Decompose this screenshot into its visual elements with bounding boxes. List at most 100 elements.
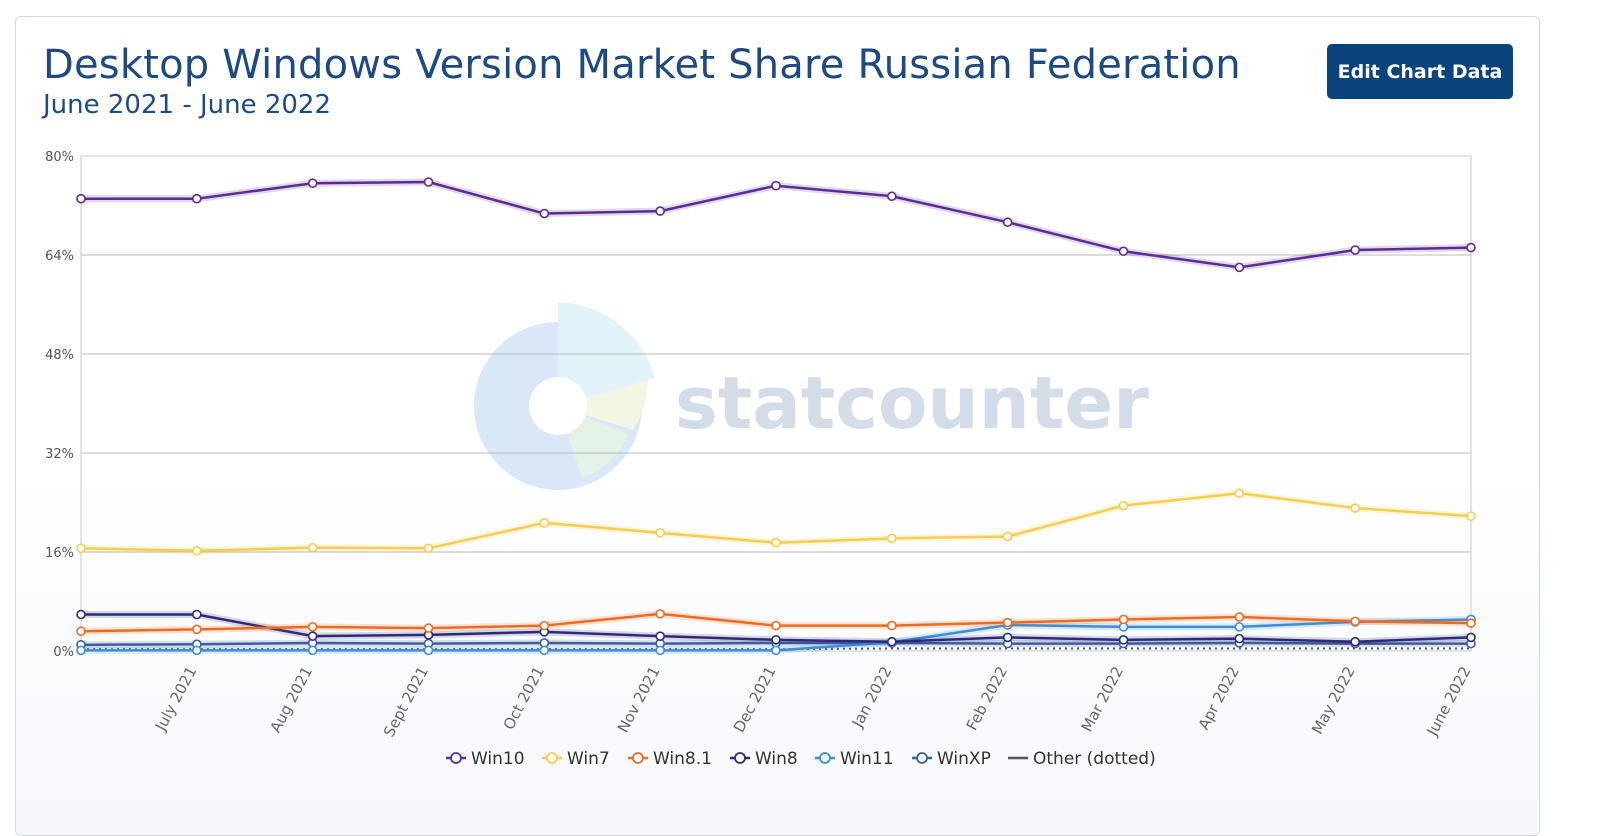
data-point[interactable]	[192, 193, 202, 204]
x-tick-label: Sept 2021	[380, 663, 432, 740]
legend-label: Win11	[840, 749, 894, 769]
data-point[interactable]	[1466, 618, 1476, 628]
data-point[interactable]	[655, 206, 665, 216]
data-point[interactable]	[1350, 616, 1360, 627]
data-point[interactable]	[192, 645, 202, 656]
data-point[interactable]	[771, 537, 781, 548]
data-point[interactable]	[1350, 636, 1360, 647]
legend-label: Win8.1	[653, 749, 712, 769]
data-point[interactable]	[1466, 242, 1476, 253]
legend-item-win10[interactable]: Win10	[446, 749, 525, 769]
data-point[interactable]	[655, 528, 665, 538]
data-point[interactable]	[307, 178, 318, 189]
data-point[interactable]	[192, 545, 202, 556]
data-point[interactable]	[76, 193, 86, 204]
data-point[interactable]	[1350, 245, 1360, 255]
data-point[interactable]	[1466, 632, 1476, 643]
chart-card	[15, 16, 1540, 836]
data-point[interactable]	[1118, 635, 1129, 645]
watermark-text: statcounter	[675, 361, 1149, 445]
data-point[interactable]	[307, 622, 318, 632]
series-win7	[76, 488, 1476, 556]
legend-label: Win7	[567, 749, 610, 769]
data-point[interactable]	[1002, 531, 1013, 542]
legend-item-win7[interactable]: Win7	[542, 749, 610, 769]
data-point[interactable]	[539, 518, 550, 528]
data-point[interactable]	[423, 177, 434, 187]
data-point[interactable]	[1466, 511, 1476, 521]
data-point[interactable]	[1234, 633, 1245, 644]
data-point[interactable]	[1002, 217, 1013, 228]
data-point[interactable]	[307, 645, 318, 656]
data-point[interactable]	[1118, 500, 1129, 511]
legend-label: Other (dotted)	[1033, 749, 1156, 769]
data-point[interactable]	[771, 180, 781, 191]
data-point[interactable]	[423, 543, 434, 554]
x-tick-label: Oct 2021	[500, 663, 548, 732]
data-point[interactable]	[1350, 503, 1360, 513]
data-point[interactable]	[1118, 246, 1129, 257]
legend-marker	[632, 752, 644, 764]
y-tick-label: 64%	[45, 249, 74, 264]
data-point[interactable]	[887, 533, 897, 544]
data-point[interactable]	[192, 624, 202, 635]
data-point[interactable]	[655, 609, 665, 619]
data-point[interactable]	[771, 645, 781, 656]
data-point[interactable]	[1234, 612, 1245, 622]
y-tick-label: 32%	[45, 447, 74, 462]
data-point[interactable]	[887, 191, 897, 202]
data-point[interactable]	[887, 620, 897, 631]
legend-item-win11[interactable]: Win11	[815, 749, 894, 769]
x-tick-label: Nov 2021	[614, 663, 664, 735]
data-point[interactable]	[1118, 614, 1129, 625]
data-point[interactable]	[76, 645, 86, 656]
data-point[interactable]	[887, 636, 897, 647]
legend-item-win8[interactable]: Win8	[730, 749, 798, 769]
data-point[interactable]	[1002, 632, 1013, 643]
data-point[interactable]	[76, 626, 86, 637]
series-win8-1	[76, 609, 1476, 637]
series-win11	[76, 614, 1476, 656]
legend-label: Win10	[471, 749, 525, 769]
data-point[interactable]	[1234, 622, 1245, 632]
data-point[interactable]	[771, 635, 781, 645]
data-point[interactable]	[539, 208, 550, 219]
series-win10	[76, 177, 1476, 273]
data-point[interactable]	[771, 620, 781, 631]
data-point[interactable]	[539, 620, 550, 631]
data-point[interactable]	[1234, 262, 1245, 273]
legend-marker	[450, 752, 462, 764]
x-tick-label: Feb 2022	[963, 663, 1012, 733]
data-point[interactable]	[76, 609, 86, 620]
data-point[interactable]	[1002, 617, 1013, 628]
legend-item-winxp[interactable]: WinXP	[912, 749, 991, 769]
legend-marker	[819, 752, 831, 764]
x-tick-label: Apr 2022	[1195, 663, 1243, 732]
statcounter-watermark: statcounter	[474, 302, 1149, 490]
legend-item-win8-1[interactable]: Win8.1	[628, 749, 712, 769]
data-point[interactable]	[192, 609, 202, 620]
y-tick-label: 16%	[45, 546, 74, 561]
data-point[interactable]	[307, 542, 318, 553]
page-title: Desktop Windows Version Market Share Rus…	[43, 42, 1241, 88]
legend-item-other-dotted[interactable]: Other (dotted)	[1008, 749, 1156, 769]
y-tick-label: 80%	[45, 150, 74, 165]
data-point[interactable]	[655, 631, 665, 641]
data-point[interactable]	[307, 631, 318, 641]
x-tick-label: Aug 2021	[266, 663, 316, 735]
data-point[interactable]	[655, 645, 665, 656]
edit-chart-data-button[interactable]: Edit Chart Data	[1327, 44, 1513, 99]
data-point[interactable]	[539, 645, 550, 656]
y-tick-label: 48%	[45, 348, 74, 363]
data-point[interactable]	[423, 645, 434, 656]
data-point[interactable]	[76, 543, 86, 554]
series-line	[81, 647, 1471, 651]
data-point[interactable]	[423, 623, 434, 633]
x-tick-label: Jan 2022	[848, 663, 895, 731]
data-point[interactable]	[1234, 488, 1245, 499]
x-tick-label: May 2022	[1308, 663, 1359, 737]
legend-marker	[734, 752, 746, 764]
legend-marker	[916, 752, 928, 764]
legend-label: WinXP	[937, 749, 991, 769]
